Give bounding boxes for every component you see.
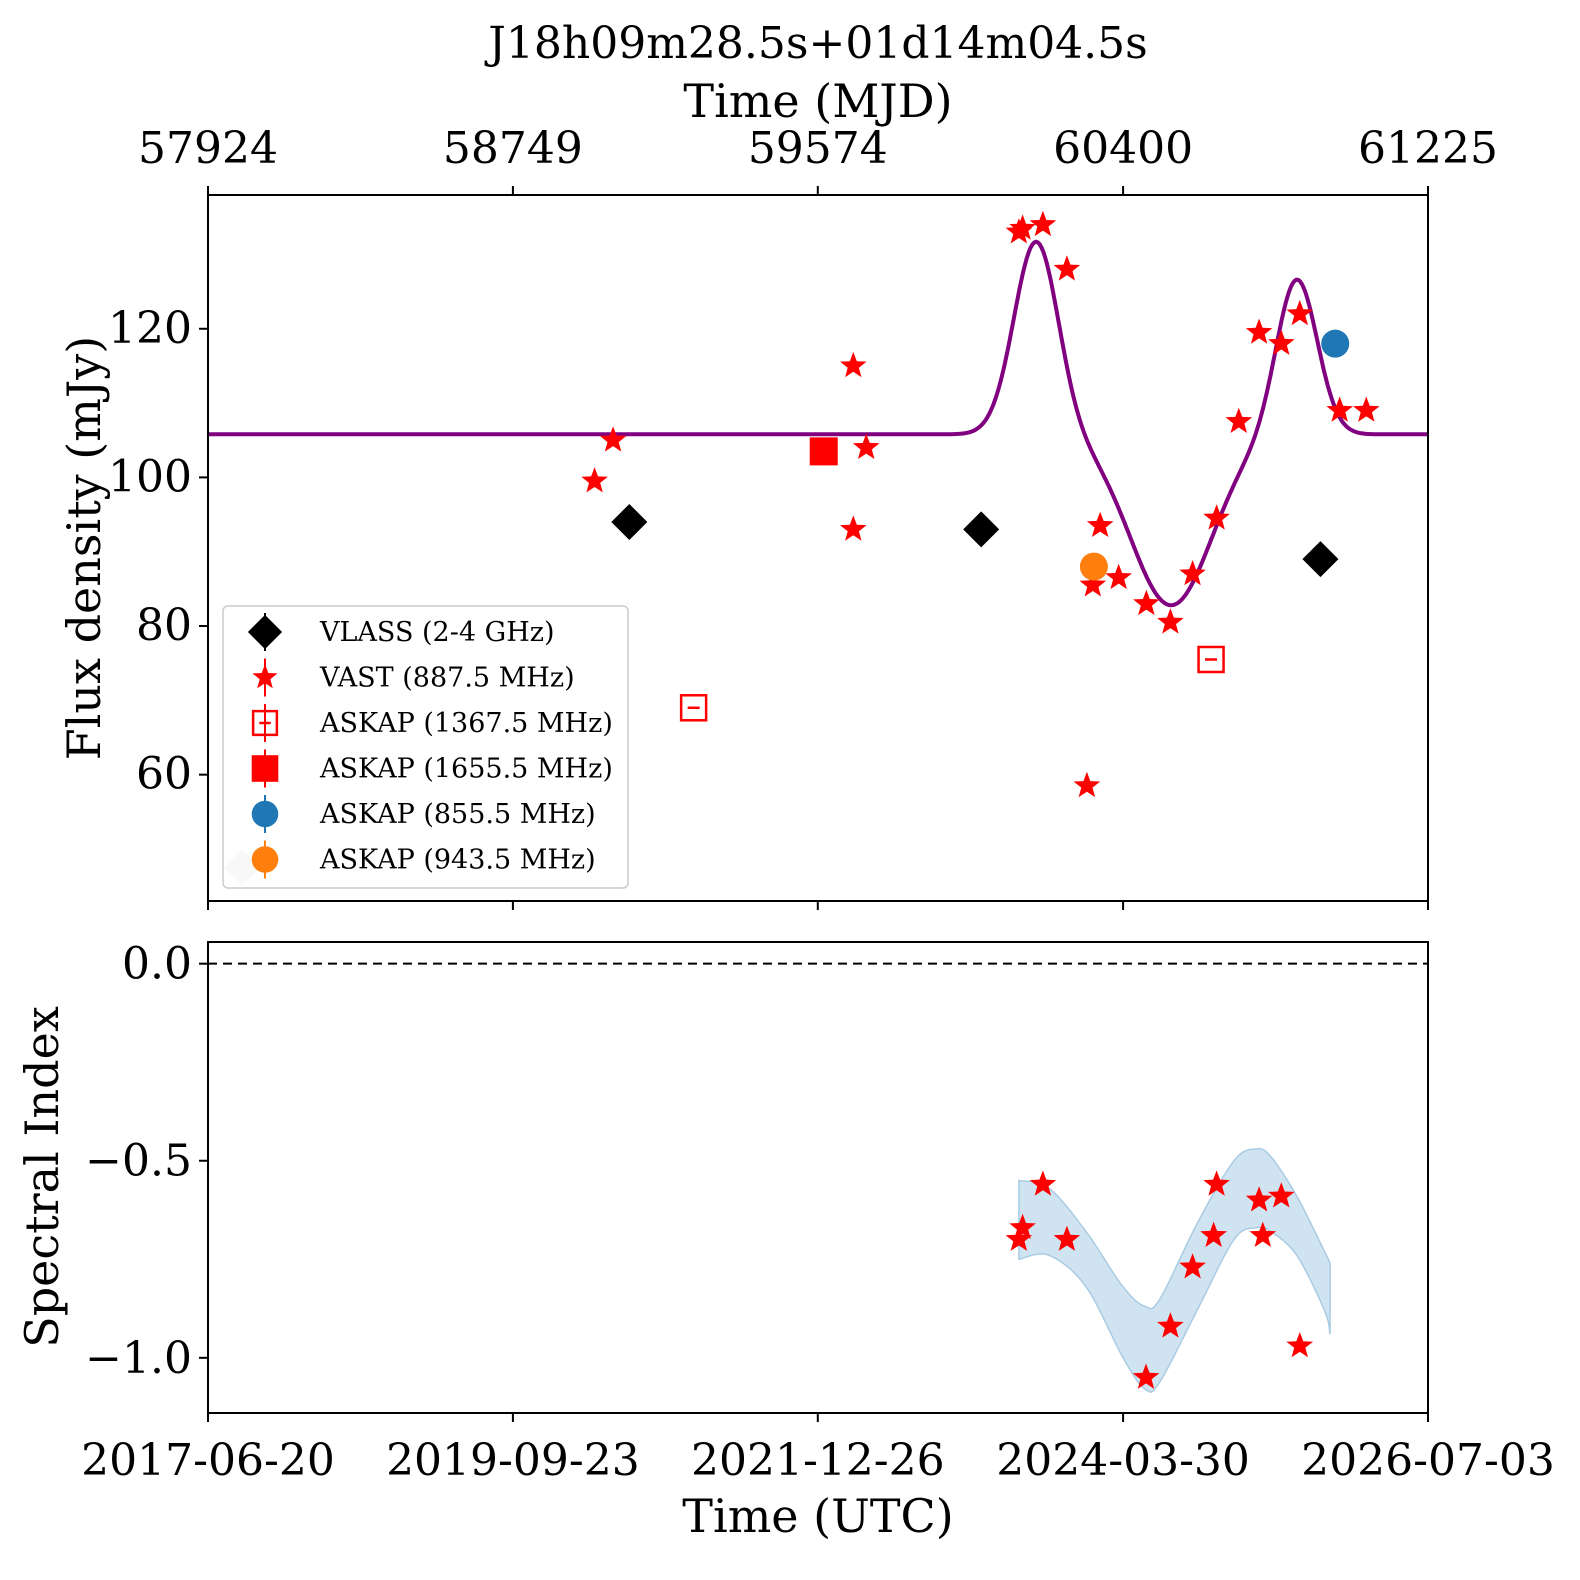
flux-point-s2-1: [1197, 645, 1225, 674]
top-x-axis-title: Time (MJD): [683, 74, 952, 128]
flux-point-s1-22: [1353, 396, 1380, 422]
top-x-tick-label-4: 61225: [1358, 123, 1498, 174]
spectral-index-band: [1018, 1147, 1331, 1393]
flux-point-s1-9: [1073, 771, 1101, 798]
legend-entry-5: ASKAP (943.5 MHz): [251, 840, 596, 879]
bottom-x-tick-label-0: 2017-06-20: [81, 1435, 335, 1486]
flux-point-s1-18: [1245, 318, 1273, 344]
spectral-point-9: [1245, 1186, 1273, 1212]
legend-entry-3: ASKAP (1655.5 MHz): [251, 749, 613, 788]
spectral-point-3: [1053, 1225, 1081, 1251]
flux-point-s4-0: [1321, 329, 1350, 358]
legend-marker-5: [251, 846, 279, 873]
flux-point-s0-0: [611, 503, 648, 540]
flux-point-s1-20: [1286, 299, 1314, 326]
flux-y-axis-title: Flux density (mJy): [57, 336, 111, 760]
legend-label-3: ASKAP (1655.5 MHz): [319, 754, 613, 785]
bottom-x-tick-label-2: 2021-12-26: [691, 1435, 945, 1486]
flux-point-s1-21: [1326, 396, 1353, 422]
flux-point-s1-8: [1053, 255, 1081, 281]
legend-marker-1: [252, 664, 278, 689]
legend-entry-0: VLASS (2-4 GHz): [247, 613, 555, 651]
model-curve: [208, 239, 1428, 608]
legend-entry-4: ASKAP (855.5 MHz): [251, 795, 596, 833]
flux-point-s0-2: [1302, 541, 1339, 578]
spectral-y-tick-label-1: −0.5: [85, 1136, 192, 1187]
spectral-point-8: [1203, 1170, 1230, 1196]
legend-entry-2: ASKAP (1367.5 MHz): [251, 704, 613, 742]
spectral-band-layer: [208, 962, 1428, 1393]
flux-y-tick-label-0: 60: [136, 749, 192, 800]
flux-y-tick-label-1: 80: [136, 600, 192, 651]
legend-label-2: ASKAP (1367.5 MHz): [319, 708, 613, 739]
legend-marker-4: [251, 800, 279, 828]
flux-point-s2-0: [679, 694, 708, 722]
flux-point-s1-16: [1203, 504, 1230, 530]
flux-point-s1-15: [1179, 560, 1206, 586]
flux-point-s1-1: [599, 426, 627, 452]
bottom-x-tick-label-3: 2024-03-30: [996, 1435, 1250, 1486]
spectral-point-11: [1268, 1182, 1295, 1208]
spectral-y-tick-label-2: −1.0: [85, 1333, 192, 1384]
flux-y-tick-label-3: 120: [108, 303, 192, 354]
spectral-point-12: [1286, 1332, 1314, 1358]
spectral-markers-layer: [1005, 1170, 1314, 1389]
spectral-point-5: [1157, 1312, 1184, 1338]
top-x-tick-label-3: 60400: [1053, 123, 1193, 174]
spectral-point-6: [1179, 1253, 1206, 1279]
spectral-point-7: [1200, 1221, 1227, 1247]
flux-point-s1-17: [1225, 407, 1253, 433]
top-x-tick-label-0: 57924: [138, 123, 278, 174]
flux-point-s1-3: [840, 515, 867, 541]
spectral-point-10: [1249, 1221, 1277, 1247]
top-x-tick-label-2: 59574: [748, 123, 888, 174]
legend-entries: VLASS (2-4 GHz) VAST (887.5 MHz) ASKAP (13…: [247, 613, 613, 879]
flux-point-s1-14: [1157, 608, 1184, 634]
flux-point-s1-7: [1029, 210, 1057, 237]
spectral-point-0: [1005, 1225, 1033, 1251]
legend-marker-3: [251, 755, 279, 782]
flux-point-s0-1: [963, 511, 1000, 548]
spectral-point-4: [1132, 1363, 1160, 1389]
bottom-x-tick-label-4: 2026-07-03: [1301, 1435, 1555, 1486]
flux-point-s1-0: [581, 467, 608, 493]
flux-point-s5-0: [1079, 552, 1108, 581]
flux-point-s1-11: [1079, 571, 1107, 597]
legend-label-5: ASKAP (943.5 MHz): [319, 845, 596, 876]
legend-marker-0: [247, 614, 283, 650]
spectral-point-1: [1009, 1213, 1036, 1240]
flux-point-s1-2: [840, 351, 867, 378]
spectral-index-panel: 2017-06-20 2019-09-23 2021-12-26 2024-03-30…: [15, 939, 1555, 1543]
bottom-x-axis-title: Time (UTC): [682, 1489, 953, 1543]
flux-point-s1-19: [1268, 329, 1295, 355]
spectral-y-tick-label-0: 0.0: [122, 939, 192, 990]
legend: VLASS (2-4 GHz) VAST (887.5 MHz) ASKAP (13…: [222, 605, 629, 889]
flux-point-s1-6: [1009, 214, 1036, 240]
flux-point-s1-12: [1105, 563, 1132, 590]
legend-entry-1: VAST (887.5 MHz): [252, 658, 575, 697]
flux-point-s1-10: [1086, 511, 1114, 537]
legend-box: [222, 605, 629, 889]
model-curve-layer: [208, 239, 1428, 608]
flux-point-s1-4: [852, 433, 880, 459]
chart-title: J18h09m28.5s+01d14m04.5s: [484, 18, 1148, 69]
spectral-y-axis-title: Spectral Index: [15, 1006, 69, 1348]
flux-density-panel: J18h09m28.5s+01d14m04.5s Time (MJD) 5792…: [57, 18, 1498, 910]
flux-point-s3-0: [809, 437, 838, 466]
top-x-tick-label-1: 58749: [443, 123, 583, 174]
flux-axes-ticks: 57924 58749 59574 60400 61225 60 80 100 120: [108, 123, 1498, 910]
flux-point-s1-13: [1133, 589, 1160, 616]
flux-y-tick-label-2: 100: [108, 451, 192, 502]
spectral-axes-ticks: 2017-06-20 2019-09-23 2021-12-26 2024-03-30…: [81, 939, 1555, 1486]
legend-label-4: ASKAP (855.5 MHz): [319, 799, 596, 830]
bottom-x-tick-label-1: 2019-09-23: [386, 1435, 640, 1486]
legend-label-0: VLASS (2-4 GHz): [319, 617, 555, 648]
spectral-point-2: [1029, 1170, 1057, 1196]
legend-marker-2: [251, 709, 279, 737]
legend-label-1: VAST (887.5 MHz): [319, 663, 575, 694]
